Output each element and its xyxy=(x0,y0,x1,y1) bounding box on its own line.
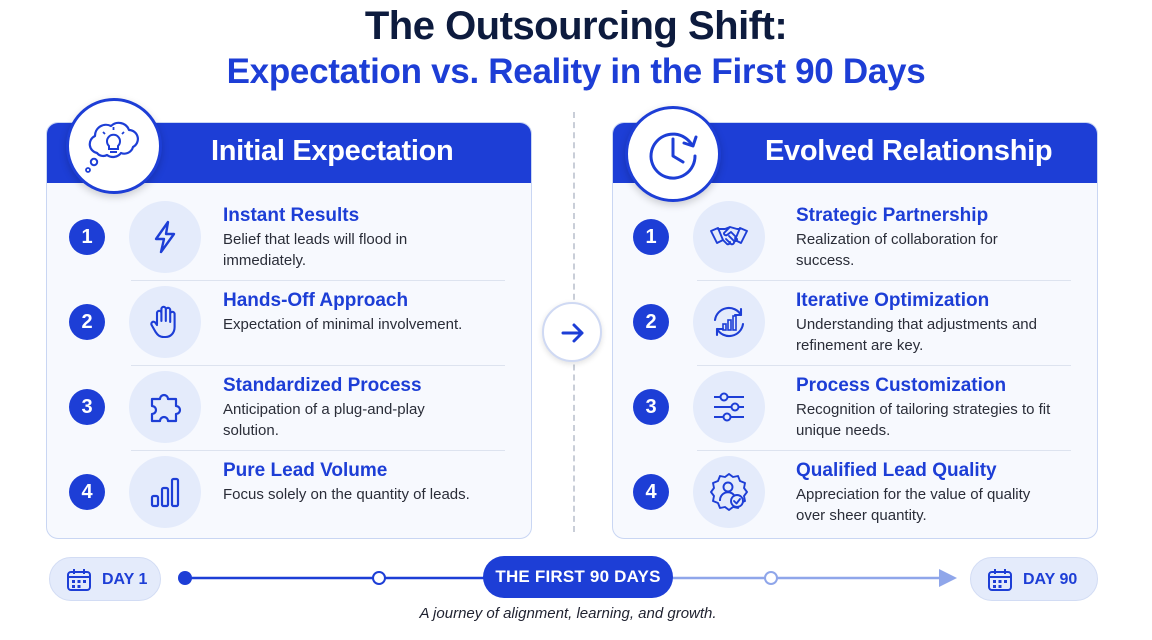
item-title: Strategic Partnership xyxy=(796,205,989,226)
item-title: Qualified Lead Quality xyxy=(796,460,997,481)
first-90-days-badge: THE FIRST 90 DAYS xyxy=(483,556,673,598)
page-subtitle: Expectation vs. Reality in the First 90 … xyxy=(226,52,926,91)
raised-hand-icon xyxy=(129,286,201,358)
puzzle-piece-icon xyxy=(129,371,201,443)
expectation-item-1: 1 Instant Results Belief that leads will… xyxy=(47,195,531,280)
bar-chart-icon xyxy=(129,456,201,528)
expectation-item-3: 3 Standardized Process Anticipation of a… xyxy=(47,365,531,450)
lightning-icon xyxy=(129,201,201,273)
item-title: Instant Results xyxy=(223,205,360,226)
item-description: Appreciation for the value of quality ov… xyxy=(796,486,1031,524)
item-title: Standardized Process xyxy=(223,375,422,396)
item-description: Expectation of minimal involvement. xyxy=(223,316,463,333)
day-90-badge: DAY 90 xyxy=(970,557,1098,601)
item-number: 4 xyxy=(633,474,669,510)
day-1-label: DAY 1 xyxy=(102,571,148,588)
quality-badge-icon xyxy=(693,456,765,528)
item-description: Realization of collaboration for success… xyxy=(796,231,998,269)
relationship-item-4: 4 Qualified Lead Quality Appreciation fo… xyxy=(613,450,1097,535)
day-1-badge: DAY 1 xyxy=(49,557,161,601)
item-description: Anticipation of a plug-and-play solution… xyxy=(223,401,425,439)
calendar-icon xyxy=(988,569,1012,591)
arrow-right-icon xyxy=(542,302,602,362)
relationship-item-3: 3 Process Customization Recognition of t… xyxy=(613,365,1097,450)
relationship-item-1: 1 Strategic Partnership Realization of c… xyxy=(613,195,1097,280)
item-title: Iterative Optimization xyxy=(796,290,990,311)
item-number: 3 xyxy=(69,389,105,425)
sliders-icon xyxy=(693,371,765,443)
item-number: 2 xyxy=(633,304,669,340)
page-title: The Outsourcing Shift: xyxy=(364,4,788,48)
expectation-item-4: 4 Pure Lead Volume Focus solely on the q… xyxy=(47,450,531,535)
item-description: Recognition of tailoring strategies to f… xyxy=(796,401,1051,439)
thought-bubble-lightbulb-icon xyxy=(66,98,162,194)
item-title: Pure Lead Volume xyxy=(223,460,388,481)
item-title: Hands-Off Approach xyxy=(223,290,409,311)
relationship-panel-title: Evolved Relationship xyxy=(765,135,1053,167)
expectation-item-2: 2 Hands-Off Approach Expectation of mini… xyxy=(47,280,531,365)
item-number: 1 xyxy=(633,219,669,255)
day-90-label: DAY 90 xyxy=(1023,571,1078,588)
cycle-chart-icon xyxy=(693,286,765,358)
item-number: 3 xyxy=(633,389,669,425)
clock-refresh-icon xyxy=(625,106,721,202)
relationship-item-2: 2 Iterative Optimization Understanding t… xyxy=(613,280,1097,365)
expectation-panel-title: Initial Expectation xyxy=(211,135,454,167)
handshake-icon xyxy=(693,201,765,273)
item-number: 1 xyxy=(69,219,105,255)
timeline-track xyxy=(178,569,957,587)
item-title: Process Customization xyxy=(796,375,1007,396)
item-number: 4 xyxy=(69,474,105,510)
item-number: 2 xyxy=(69,304,105,340)
item-description: Focus solely on the quantity of leads. xyxy=(223,486,470,503)
item-description: Belief that leads will flood in immediat… xyxy=(223,231,408,269)
item-description: Understanding that adjustments and refin… xyxy=(796,316,1037,354)
timeline-caption: A journey of alignment, learning, and gr… xyxy=(419,605,717,622)
calendar-icon xyxy=(67,569,91,591)
